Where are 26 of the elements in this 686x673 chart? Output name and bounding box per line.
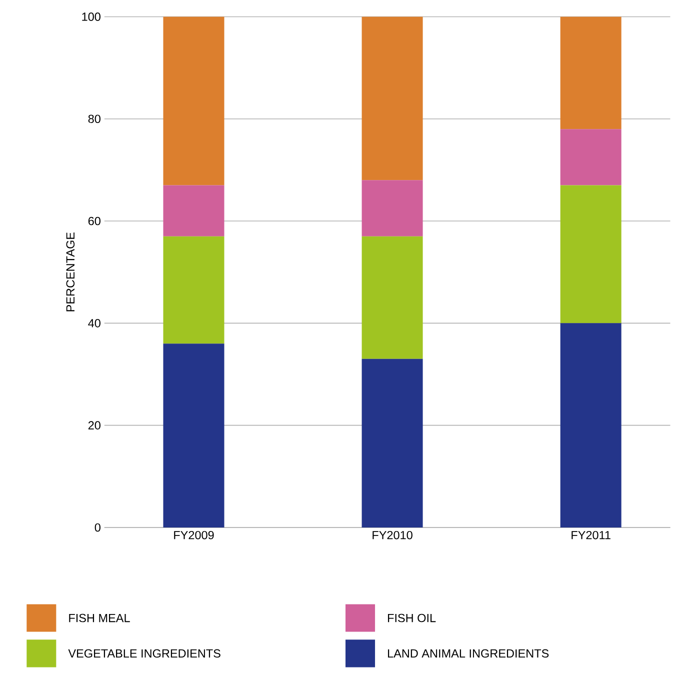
y-tick-label: 100 bbox=[82, 12, 100, 21]
bar bbox=[362, 358, 423, 528]
y-tick-label: 20 bbox=[88, 421, 100, 430]
y-tick-label: 80 bbox=[88, 114, 100, 123]
legend-label: LAND ANIMAL INGREDIENTS bbox=[388, 649, 549, 658]
legend-label: FISH MEAL bbox=[69, 614, 130, 622]
x-tick-label: FY2009 bbox=[174, 530, 214, 540]
bar bbox=[560, 129, 622, 186]
legend-label: FISH OIL bbox=[388, 614, 436, 622]
y-axis-title: PERCENTAGE bbox=[66, 232, 75, 312]
bar bbox=[362, 236, 423, 359]
bar bbox=[560, 16, 622, 130]
bar bbox=[163, 344, 224, 528]
y-tick-label: 60 bbox=[88, 216, 100, 226]
bar bbox=[560, 323, 622, 528]
bar bbox=[362, 16, 423, 180]
bar bbox=[163, 16, 224, 186]
bar bbox=[362, 180, 423, 236]
bar bbox=[560, 185, 622, 324]
x-tick-label: FY2011 bbox=[572, 530, 610, 540]
bar bbox=[163, 185, 224, 236]
bar bbox=[163, 236, 224, 344]
legend-label: VEGETABLE INGREDIENTS bbox=[68, 649, 220, 658]
y-tick-label: 0 bbox=[94, 523, 100, 532]
x-tick-label: FY2010 bbox=[372, 530, 412, 540]
y-tick-label: 40 bbox=[88, 318, 100, 328]
